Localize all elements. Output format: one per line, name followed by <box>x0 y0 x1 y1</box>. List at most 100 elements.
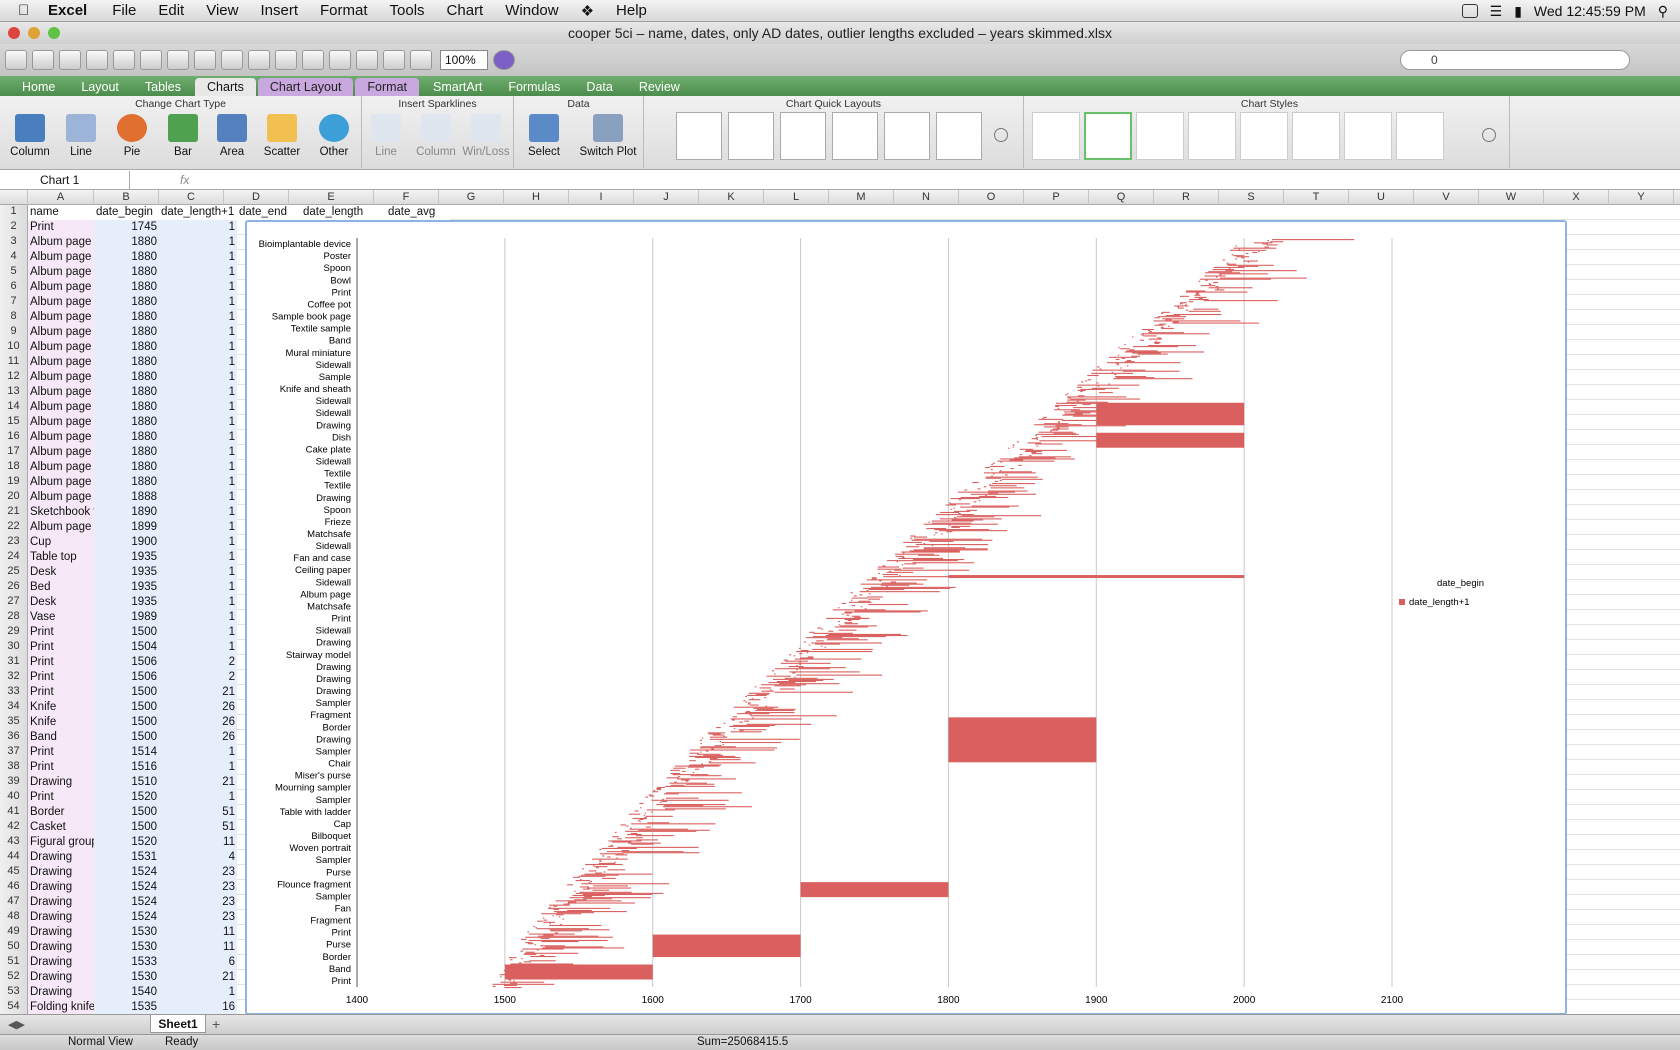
column-header-r[interactable]: R <box>1154 190 1219 205</box>
cell-name[interactable]: Print <box>28 655 94 670</box>
row-number[interactable]: 9 <box>0 325 28 340</box>
menu-view[interactable]: View <box>206 2 239 19</box>
row-number[interactable]: 52 <box>0 970 28 985</box>
row-number[interactable]: 32 <box>0 670 28 685</box>
row-number[interactable]: 36 <box>0 730 28 745</box>
redo-icon[interactable] <box>275 50 297 70</box>
cell-date-begin[interactable]: 1880 <box>94 235 159 250</box>
cell-date-length[interactable]: 11 <box>159 925 237 940</box>
chart-style-4[interactable] <box>1188 112 1236 160</box>
column-header-x[interactable]: X <box>1544 190 1609 205</box>
cell-date-length[interactable]: 1 <box>159 610 237 625</box>
row-number[interactable]: 49 <box>0 925 28 940</box>
cell-date-length[interactable]: 23 <box>159 895 237 910</box>
header-cell-c[interactable]: date_length+1 <box>159 205 237 220</box>
column-header-l[interactable]: L <box>764 190 829 205</box>
cell-name[interactable]: Casket <box>28 820 94 835</box>
cell-date-length[interactable]: 1 <box>159 745 237 760</box>
column-header-j[interactable]: J <box>634 190 699 205</box>
battery-icon[interactable]: ▮ <box>1514 2 1522 19</box>
cell-date-length[interactable]: 4 <box>159 850 237 865</box>
chart-style-8[interactable] <box>1396 112 1444 160</box>
cell-date-length[interactable]: 26 <box>159 730 237 745</box>
sparkline-winloss-button[interactable]: Win/Loss <box>462 114 510 158</box>
cell-name[interactable]: Drawing <box>28 880 94 895</box>
cell-date-begin[interactable]: 1935 <box>94 550 159 565</box>
row-number[interactable]: 14 <box>0 400 28 415</box>
row-number[interactable]: 42 <box>0 820 28 835</box>
menu-format[interactable]: Format <box>320 2 368 19</box>
row-number[interactable]: 18 <box>0 460 28 475</box>
row-number[interactable]: 46 <box>0 880 28 895</box>
column-header-k[interactable]: K <box>699 190 764 205</box>
row-number[interactable]: 22 <box>0 520 28 535</box>
row-number[interactable]: 20 <box>0 490 28 505</box>
add-sheet-icon[interactable]: + <box>212 1016 221 1032</box>
bar-chart-button[interactable]: Bar <box>159 114 207 158</box>
column-header-v[interactable]: V <box>1414 190 1479 205</box>
close-window-icon[interactable] <box>8 27 20 39</box>
cell-date-length[interactable]: 1 <box>159 520 237 535</box>
cell-date-length[interactable]: 1 <box>159 400 237 415</box>
minimize-window-icon[interactable] <box>28 27 40 39</box>
cell-date-begin[interactable]: 1516 <box>94 760 159 775</box>
menu-edit[interactable]: Edit <box>158 2 185 19</box>
cell-date-begin[interactable]: 1880 <box>94 310 159 325</box>
cell-date-begin[interactable]: 1989 <box>94 610 159 625</box>
column-header-q[interactable]: Q <box>1089 190 1154 205</box>
row-number[interactable]: 40 <box>0 790 28 805</box>
cell-date-begin[interactable]: 1500 <box>94 700 159 715</box>
cell-name[interactable]: Album page <box>28 430 94 445</box>
cell-name[interactable]: Border <box>28 805 94 820</box>
row-number[interactable]: 53 <box>0 985 28 1000</box>
cell-name[interactable]: Drawing <box>28 940 94 955</box>
cell-name[interactable]: Drawing <box>28 955 94 970</box>
row-number[interactable]: 21 <box>0 505 28 520</box>
status-sum[interactable]: Sum=25068415.5 <box>697 1036 789 1048</box>
cell-name[interactable]: Album page <box>28 445 94 460</box>
column-header-w[interactable]: W <box>1479 190 1544 205</box>
column-header-b[interactable]: B <box>94 190 159 205</box>
cell-name[interactable]: Drawing <box>28 865 94 880</box>
row-number[interactable]: 15 <box>0 415 28 430</box>
row-number[interactable]: 3 <box>0 235 28 250</box>
cell-date-length[interactable]: 1 <box>159 370 237 385</box>
cell-date-begin[interactable]: 1530 <box>94 940 159 955</box>
cell-date-length[interactable]: 1 <box>159 535 237 550</box>
column-header-y[interactable]: Y <box>1609 190 1674 205</box>
template-icon[interactable] <box>32 50 54 70</box>
cell-date-length[interactable]: 1 <box>159 595 237 610</box>
view-mode[interactable]: Normal View <box>68 1036 133 1048</box>
cell-date-begin[interactable]: 1524 <box>94 895 159 910</box>
menu-help[interactable]: Help <box>616 2 647 19</box>
column-header-s[interactable]: S <box>1219 190 1284 205</box>
cell-date-begin[interactable]: 1500 <box>94 715 159 730</box>
cell-date-length[interactable]: 1 <box>159 280 237 295</box>
cell-name[interactable]: Album page <box>28 520 94 535</box>
cell-name[interactable]: Album page <box>28 400 94 415</box>
cell-date-begin[interactable]: 1880 <box>94 445 159 460</box>
cell-date-begin[interactable]: 1900 <box>94 535 159 550</box>
cell-date-begin[interactable]: 1880 <box>94 325 159 340</box>
row-number[interactable]: 54 <box>0 1000 28 1014</box>
pie-chart-button[interactable]: Pie <box>108 114 156 158</box>
row-number[interactable]: 38 <box>0 760 28 775</box>
other-chart-button[interactable]: Other <box>310 114 358 158</box>
cell-date-begin[interactable]: 1500 <box>94 730 159 745</box>
menu-chart[interactable]: Chart <box>446 2 484 19</box>
cell-date-begin[interactable]: 1500 <box>94 685 159 700</box>
column-header-t[interactable]: T <box>1284 190 1349 205</box>
menu-window[interactable]: Window <box>505 2 559 19</box>
cell-date-begin[interactable]: 1880 <box>94 250 159 265</box>
cell-date-length[interactable]: 11 <box>159 835 237 850</box>
tab-data[interactable]: Data <box>586 80 613 94</box>
tab-format[interactable]: Format <box>355 78 420 96</box>
cell-date-length[interactable]: 11 <box>159 940 237 955</box>
print-icon[interactable] <box>113 50 135 70</box>
cell-name[interactable]: Knife <box>28 700 94 715</box>
row-number[interactable]: 1 <box>0 205 28 220</box>
cell-date-length[interactable]: 1 <box>159 580 237 595</box>
cell-date-begin[interactable]: 1533 <box>94 955 159 970</box>
cell-name[interactable]: Album page <box>28 475 94 490</box>
row-number[interactable]: 47 <box>0 895 28 910</box>
